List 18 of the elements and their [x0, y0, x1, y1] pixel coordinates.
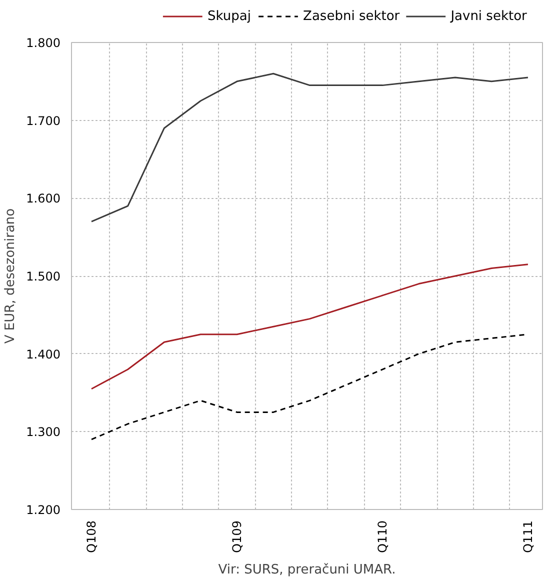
y-tick-label: 1.400	[26, 347, 61, 362]
y-tick-label: 1.200	[26, 503, 61, 517]
y-tick-label: 1.700	[26, 114, 61, 128]
x-tick-label: Q109	[230, 520, 244, 553]
y-axis-title: V EUR, desezonirano	[3, 208, 18, 344]
legend-label: Skupaj	[207, 9, 251, 24]
y-tick-label: 1.300	[26, 425, 61, 440]
y-tick-label: 1.600	[26, 192, 61, 206]
x-tick-label: Q108	[84, 520, 99, 553]
legend-label: Javni sektor	[450, 9, 528, 24]
y-tick-label: 1.800	[26, 36, 61, 50]
x-tick-label: Q111	[520, 520, 535, 553]
text: Vir: SURS, preračuni UMAR.	[218, 562, 396, 578]
line-series	[90, 264, 529, 390]
x-tick-label: Q110	[375, 520, 390, 553]
line-series	[90, 72, 529, 222]
legend-label: Zasebni sektor	[303, 9, 400, 24]
y-tick-label: 1.500	[26, 270, 61, 284]
